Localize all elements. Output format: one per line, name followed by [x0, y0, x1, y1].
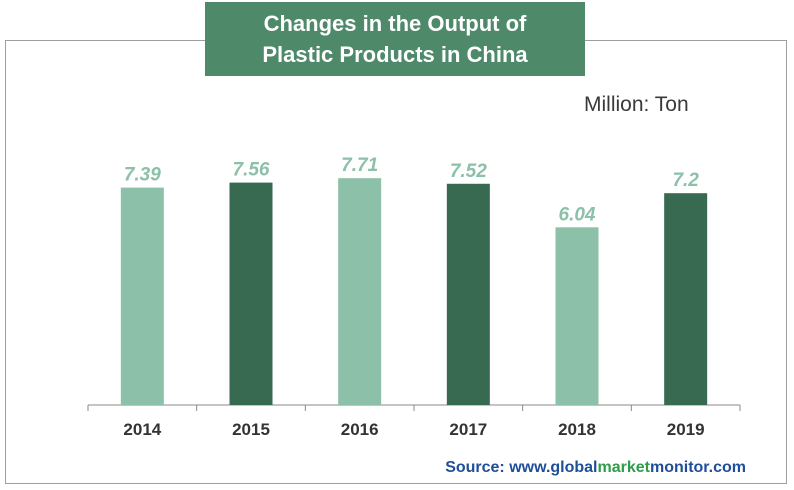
data-label-2017: 7.52: [450, 161, 487, 182]
source-global: global: [550, 459, 598, 476]
source-prefix: Source: www.: [445, 459, 551, 476]
x-tick-label-2016: 2016: [341, 420, 379, 439]
source-monitor: monitor: [649, 459, 709, 476]
data-label-2015: 7.56: [233, 160, 270, 181]
source-market: market: [597, 459, 650, 476]
bar-2019: [664, 193, 708, 405]
chart-title-box: Changes in the Output of Plastic Product…: [205, 2, 585, 76]
bar-2015: [229, 182, 273, 405]
data-label-2014: 7.39: [124, 165, 161, 186]
data-label-2018: 6.04: [559, 204, 596, 225]
x-tick-label-2015: 2015: [232, 420, 270, 439]
data-label-2016: 7.71: [341, 155, 378, 176]
bar-2018: [555, 227, 599, 405]
source-text: Source: www.globalmarketmonitor.com: [445, 459, 746, 477]
x-tick-label-2014: 2014: [123, 420, 161, 439]
x-tick-label-2019: 2019: [667, 420, 705, 439]
data-label-2019: 7.2: [672, 170, 699, 191]
source-suffix: .com: [708, 459, 746, 476]
unit-label: Million: Ton: [584, 93, 689, 116]
bar-2016: [338, 178, 382, 405]
chart-title: Changes in the Output of Plastic Product…: [262, 11, 528, 67]
x-tick-label-2017: 2017: [449, 420, 487, 439]
bar-2014: [120, 187, 164, 405]
x-tick-label-2018: 2018: [558, 420, 596, 439]
bar-2017: [446, 183, 490, 405]
